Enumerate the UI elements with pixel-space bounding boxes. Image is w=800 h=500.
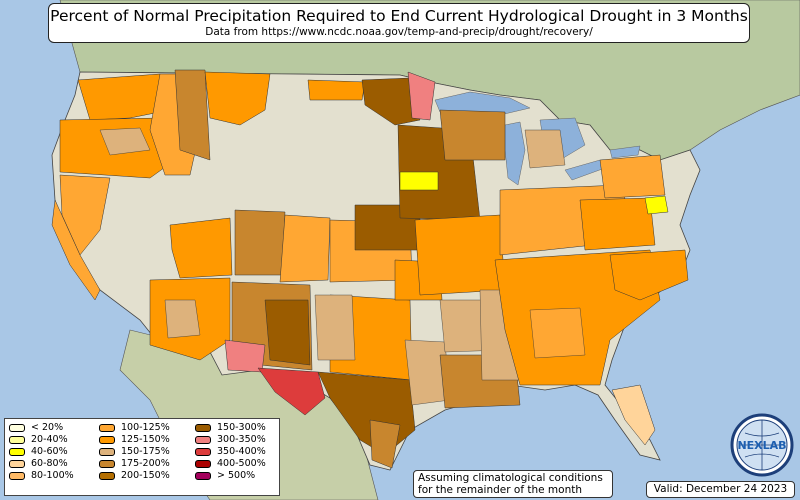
drought-region-wisconsin <box>439 109 506 161</box>
legend-swatch <box>195 472 211 480</box>
drought-region-maryland-yellow <box>644 195 669 215</box>
legend-item: 300-350% <box>195 434 266 446</box>
legend-swatch <box>99 472 115 480</box>
drought-region-california <box>51 199 101 301</box>
drought-region-montana <box>204 71 271 126</box>
drought-region-carolinas <box>609 249 689 301</box>
nexlab-logo: NEXLAB <box>730 413 794 477</box>
legend-label: 150-175% <box>121 446 170 457</box>
legend-swatch <box>195 460 211 468</box>
legend-swatch <box>99 448 115 456</box>
drought-region-minnesota-pink <box>407 71 436 121</box>
legend-column-1: < 20% 20-40% 40-60% 60-80% 80-100% <box>9 422 74 482</box>
legend-label: 100-125% <box>121 422 170 433</box>
legend-item: 40-60% <box>9 446 74 458</box>
legend-item: 175-200% <box>99 458 170 470</box>
legend-swatch <box>9 424 25 432</box>
legend-label: < 20% <box>31 422 64 433</box>
drought-region-colorado <box>279 214 331 283</box>
assumption-note: Assuming climatological conditions for t… <box>413 470 613 498</box>
drought-region-appalachia <box>579 197 656 251</box>
legend-swatch <box>99 436 115 444</box>
legend-column-2: 100-125% 125-150% 150-175% 175-200% 200-… <box>99 422 170 482</box>
valid-date-label: Valid: December 24 2023 <box>646 481 795 498</box>
legend-item: < 20% <box>9 422 74 434</box>
assumption-note-line-1: Assuming climatological conditions <box>418 472 603 484</box>
legend-label: 400-500% <box>217 458 266 469</box>
legend-item: 200-150% <box>99 470 170 482</box>
legend-swatch <box>9 448 25 456</box>
drought-region-iowa-yellow <box>399 171 439 191</box>
legend-item: 150-175% <box>99 446 170 458</box>
drought-region-washington <box>77 73 171 121</box>
legend-swatch <box>195 424 211 432</box>
drought-region-minnesota <box>361 77 421 126</box>
legend-item: 60-80% <box>9 458 74 470</box>
legend-item: 125-150% <box>99 434 170 446</box>
legend-swatch <box>99 424 115 432</box>
drought-region-florida <box>611 384 656 446</box>
legend-label: 350-400% <box>217 446 266 457</box>
drought-region-alabama-tan <box>529 307 586 359</box>
legend-label: 300-350% <box>217 434 266 445</box>
lake-ontario <box>609 145 641 159</box>
legend-label: 60-80% <box>31 458 68 469</box>
legend-item: 350-400% <box>195 446 266 458</box>
drought-region-michigan <box>524 129 566 169</box>
legend-label: 175-200% <box>121 458 170 469</box>
legend-label: 125-150% <box>121 434 170 445</box>
drought-region-new-mexico-pink <box>224 339 266 373</box>
drought-region-oregon-tan <box>99 127 151 156</box>
drought-region-texas-coast <box>369 419 401 469</box>
legend-label: 40-60% <box>31 446 68 457</box>
drought-region-new-mexico-dark <box>264 299 311 366</box>
legend-item: 20-40% <box>9 434 74 446</box>
drought-region-north-dakota <box>307 79 366 101</box>
legend-column-3: 150-300% 300-350% 350-400% 400-500% > 50… <box>195 422 266 482</box>
legend-swatch <box>195 436 211 444</box>
legend-swatch <box>99 460 115 468</box>
drought-region-montana-brown <box>174 69 211 161</box>
legend-label: 200-150% <box>121 470 170 481</box>
drought-region-texas-tan <box>314 294 356 361</box>
legend-swatch <box>195 448 211 456</box>
legend-item: > 500% <box>195 470 266 482</box>
title-box: Percent of Normal Precipitation Required… <box>48 3 750 43</box>
legend-item: 150-300% <box>195 422 266 434</box>
legend-label: 150-300% <box>217 422 266 433</box>
legend-label: 80-100% <box>31 470 74 481</box>
legend-item: 80-100% <box>9 470 74 482</box>
map-subtitle: Data from https://www.ncdc.noaa.gov/temp… <box>205 26 593 38</box>
drought-region-arizona-tan <box>164 299 201 339</box>
drought-region-utah-brown <box>234 209 286 276</box>
legend-label: 20-40% <box>31 434 68 445</box>
legend-item: 400-500% <box>195 458 266 470</box>
legend-label: > 500% <box>217 470 256 481</box>
map-title: Percent of Normal Precipitation Required… <box>50 7 748 25</box>
drought-region-missouri <box>414 214 506 296</box>
legend: < 20% 20-40% 40-60% 60-80% 80-100% 100-1… <box>4 418 280 496</box>
legend-swatch <box>9 436 25 444</box>
legend-swatch <box>9 472 25 480</box>
legend-swatch <box>9 460 25 468</box>
drought-region-west-texas-red <box>257 367 326 416</box>
logo-grid-lines <box>740 420 784 470</box>
drought-region-pennsylvania <box>599 154 666 199</box>
logo-text: NEXLAB <box>737 439 786 452</box>
drought-region-arizona-north <box>169 217 233 279</box>
drought-region-nevada-west <box>59 174 111 256</box>
legend-item: 100-125% <box>99 422 170 434</box>
assumption-note-line-2: for the remainder of the month <box>418 484 583 496</box>
